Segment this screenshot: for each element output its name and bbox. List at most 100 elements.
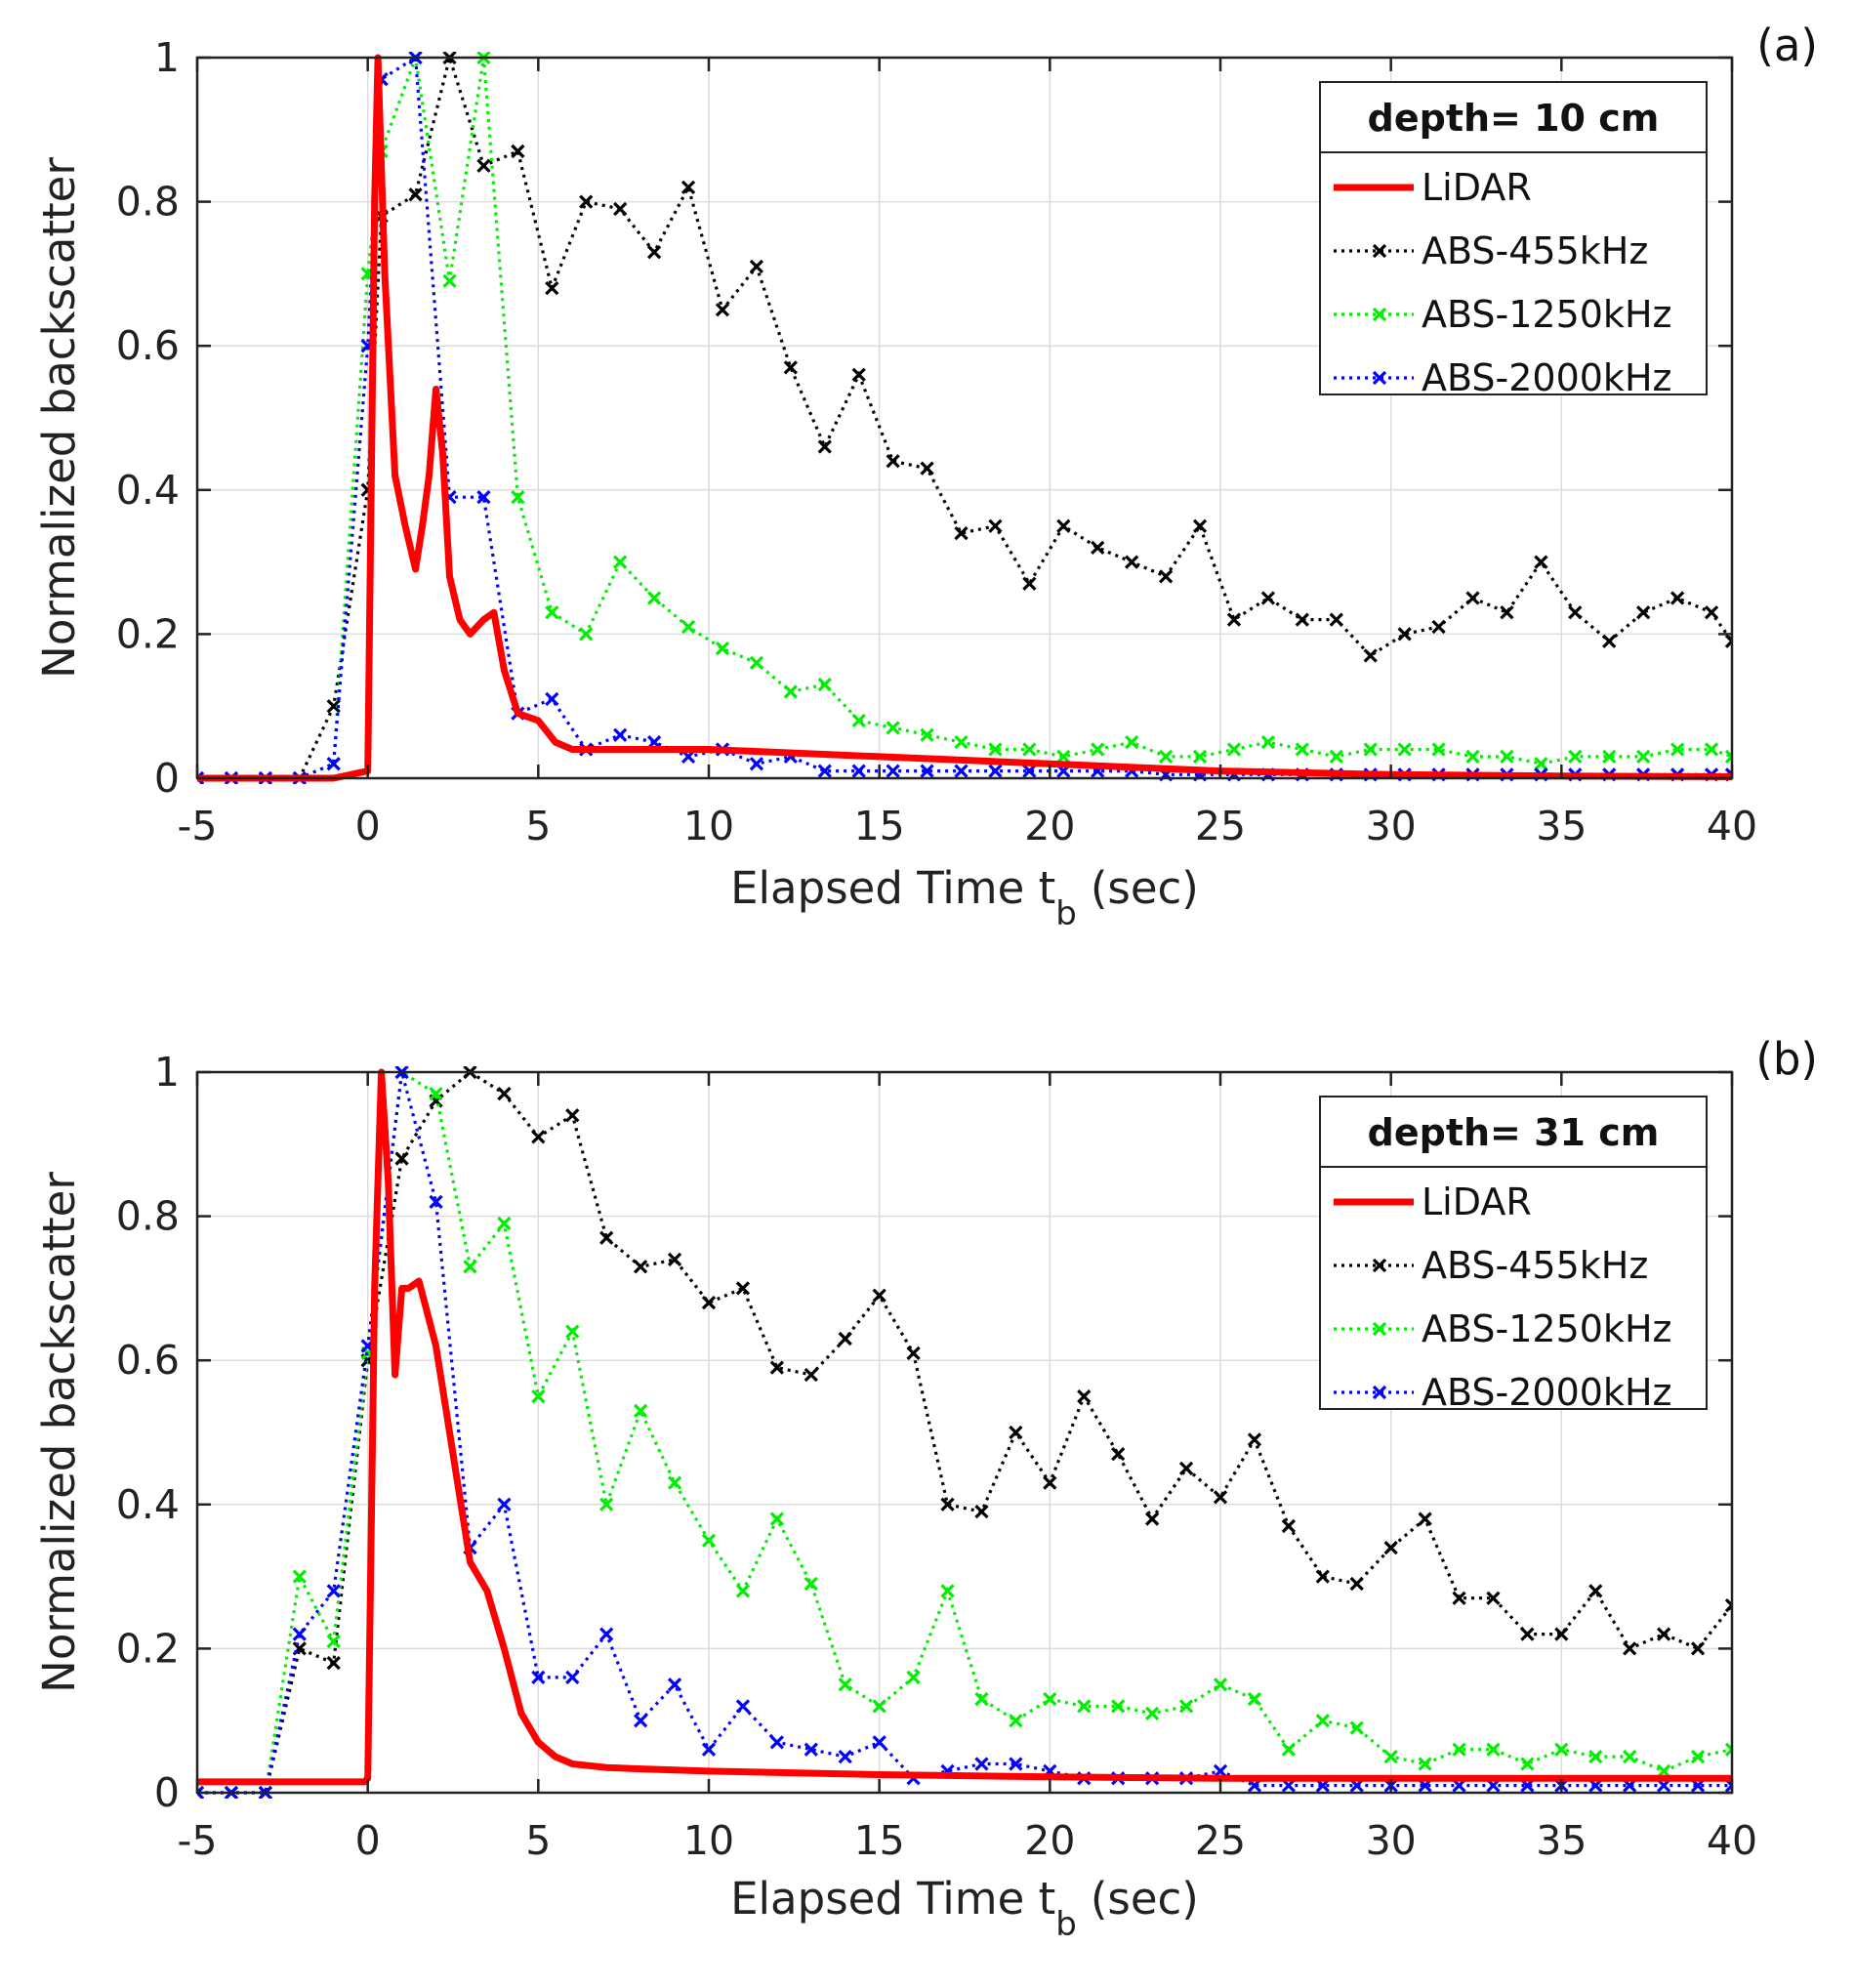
- x-tick-label: 0: [355, 803, 381, 849]
- data-point-abs-1250khz: [634, 1403, 648, 1418]
- data-point-abs-1250khz: [1226, 742, 1242, 757]
- legend: depth= 31 cm LiDAR ABS-455kHz ABS-1250kHz AB…: [1319, 1096, 1708, 1414]
- y-tick-label: 1: [154, 34, 180, 81]
- data-point-abs-455khz: [579, 194, 594, 209]
- data-point-abs-2000khz: [920, 764, 934, 778]
- data-point-abs-455khz: [1111, 1447, 1126, 1462]
- data-point-abs-2000khz: [851, 764, 866, 778]
- data-point-abs-455khz: [1144, 1512, 1160, 1526]
- data-point-abs-455khz: [1178, 1461, 1194, 1476]
- data-point-abs-455khz: [1383, 1540, 1398, 1555]
- panel-label: (a): [1756, 20, 1818, 71]
- data-point-abs-455khz: [1158, 569, 1174, 584]
- data-point-abs-455khz: [680, 180, 696, 194]
- legend-label-abs-2000khz: ABS-2000kHz: [1422, 356, 1671, 399]
- data-point-abs-1250khz: [1465, 749, 1480, 764]
- data-point-abs-455khz: [1418, 1512, 1432, 1526]
- data-point-abs-1250khz: [646, 591, 662, 605]
- legend-marker-abs-2000khz: [1372, 1385, 1387, 1400]
- data-point-abs-455khz: [1295, 612, 1309, 627]
- data-point-abs-2000khz: [817, 764, 832, 778]
- data-point-abs-2000khz: [988, 764, 1003, 778]
- data-point-abs-455khz: [531, 1130, 546, 1144]
- legend-label-abs-455khz: ABS-455kHz: [1422, 229, 1648, 272]
- data-point-abs-455khz: [851, 367, 866, 382]
- data-point-abs-1250khz: [940, 1584, 955, 1598]
- x-axis-label-subscript: b: [1055, 1905, 1077, 1944]
- data-point-abs-1250khz: [511, 490, 525, 505]
- data-point-abs-1250khz: [1690, 1749, 1706, 1764]
- data-point-abs-455khz: [1260, 591, 1276, 605]
- data-point-abs-1250khz: [667, 1475, 682, 1490]
- data-point-abs-455khz: [783, 360, 798, 375]
- data-point-abs-455khz: [545, 281, 559, 296]
- y-tick-label: 0.2: [116, 610, 180, 657]
- data-point-abs-455khz: [1091, 540, 1105, 555]
- data-point-abs-455khz: [326, 699, 341, 714]
- data-point-abs-455khz: [988, 518, 1003, 533]
- data-point-abs-1250khz: [292, 1569, 307, 1584]
- data-point-abs-1250khz: [579, 627, 594, 642]
- data-point-abs-1250khz: [1534, 757, 1548, 771]
- data-point-abs-455khz: [920, 461, 934, 476]
- data-point-abs-2000khz: [838, 1749, 852, 1764]
- legend-label-lidar: LiDAR: [1422, 166, 1532, 209]
- x-tick-label: 10: [683, 1817, 734, 1864]
- panel-label: (b): [1755, 1033, 1818, 1085]
- y-tick-label: 0.2: [116, 1625, 180, 1672]
- data-point-abs-455khz: [838, 1331, 852, 1346]
- data-point-abs-2000khz: [974, 1757, 989, 1771]
- data-point-abs-1250khz: [1144, 1706, 1160, 1720]
- data-point-abs-1250khz: [599, 1497, 614, 1512]
- data-point-abs-2000khz: [613, 727, 628, 742]
- x-axis-label: Elapsed Time tb (sec): [730, 862, 1199, 933]
- data-point-abs-1250khz: [680, 619, 696, 635]
- x-tick-label: 35: [1536, 1817, 1587, 1864]
- data-point-abs-455khz: [1636, 605, 1651, 620]
- data-point-abs-2000khz: [599, 1627, 614, 1641]
- data-point-abs-455khz: [715, 303, 730, 317]
- data-point-abs-455khz: [749, 259, 764, 274]
- data-point-abs-1250khz: [1397, 742, 1412, 757]
- data-point-abs-455khz: [1656, 1627, 1671, 1641]
- data-point-abs-455khz: [613, 201, 628, 217]
- data-point-abs-1250khz: [804, 1576, 818, 1592]
- data-point-abs-455khz: [1486, 1591, 1501, 1605]
- data-point-abs-1250khz: [988, 742, 1003, 757]
- data-point-abs-455khz: [1623, 1641, 1637, 1656]
- data-point-abs-455khz: [804, 1367, 818, 1383]
- data-point-abs-1250khz: [1704, 742, 1719, 757]
- data-point-abs-1250khz: [1554, 1742, 1569, 1757]
- data-point-abs-455khz: [408, 187, 423, 202]
- data-point-abs-455khz: [1077, 1388, 1092, 1404]
- x-tick-label: 30: [1366, 1817, 1417, 1864]
- legend-label-abs-1250khz: ABS-1250kHz: [1422, 293, 1671, 336]
- data-point-abs-455khz: [1520, 1627, 1535, 1641]
- axes-box: [195, 56, 1734, 780]
- legend-label-abs-2000khz: ABS-2000kHz: [1422, 1371, 1671, 1414]
- data-point-abs-455khz: [940, 1497, 955, 1512]
- legend-box: [1319, 81, 1708, 395]
- data-point-abs-2000khz: [634, 1714, 648, 1728]
- data-point-abs-1250khz: [1247, 1691, 1262, 1707]
- data-point-abs-1250khz: [1192, 749, 1208, 764]
- data-point-abs-2000khz: [804, 1742, 818, 1757]
- data-point-abs-1250khz: [1486, 1742, 1501, 1757]
- data-point-abs-2000khz: [429, 1194, 443, 1209]
- series-line-abs-455khz: [197, 1070, 1732, 1795]
- data-point-abs-1250khz: [1724, 749, 1732, 764]
- data-point-abs-1250khz: [1111, 1699, 1126, 1714]
- data-point-abs-455khz: [872, 1288, 886, 1303]
- data-point-abs-455khz: [1043, 1475, 1057, 1490]
- x-tick-label: 15: [854, 1817, 905, 1864]
- data-point-abs-455khz: [1397, 627, 1412, 642]
- data-point-abs-2000khz: [545, 691, 559, 706]
- data-point-abs-455khz: [394, 1151, 409, 1166]
- data-point-abs-455khz: [1452, 1591, 1466, 1605]
- data-point-abs-455khz: [476, 158, 491, 173]
- legend-marker-abs-2000khz: [1372, 370, 1387, 386]
- data-point-abs-455khz: [1056, 518, 1071, 533]
- data-point-abs-455khz: [1431, 619, 1446, 635]
- y-tick-label: 0.6: [116, 1337, 180, 1384]
- legend-label-abs-1250khz: ABS-1250kHz: [1422, 1307, 1671, 1350]
